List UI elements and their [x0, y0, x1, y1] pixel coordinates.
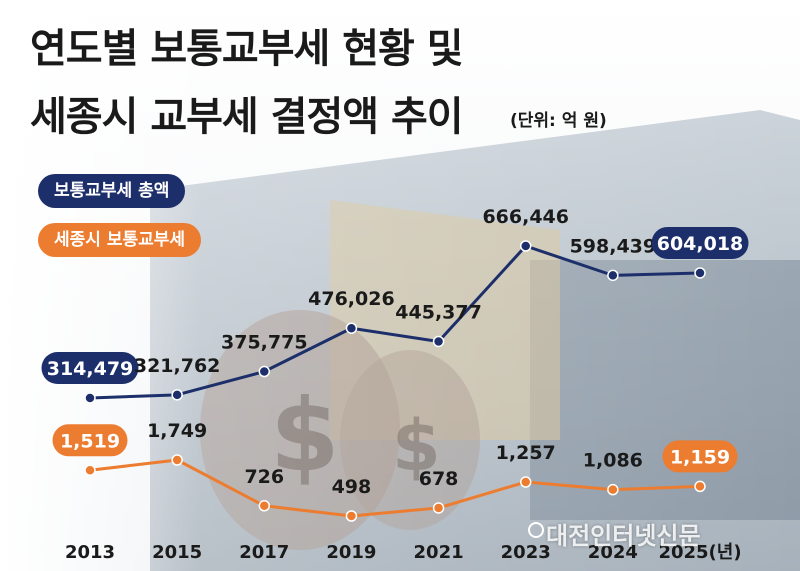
total-data-label: 375,775	[221, 332, 308, 354]
sejong-point	[84, 464, 96, 477]
sejong-point	[432, 502, 445, 514]
sejong-point	[171, 454, 183, 466]
total-highlight-badge	[41, 352, 139, 384]
title-line-2: 세종시 교부세 결정액 추이	[30, 94, 464, 140]
sejong-data-label: 1,159	[670, 446, 730, 468]
sejong-point	[258, 500, 271, 512]
sejong-data-label: 498	[332, 476, 372, 498]
total-point	[519, 240, 532, 252]
sejong-data-label: 1,086	[583, 450, 643, 472]
total-highlight-badge	[651, 226, 749, 259]
total-data-label: 604,018	[657, 233, 744, 255]
total-point	[607, 269, 619, 282]
x-tick-label: 2023	[501, 542, 551, 563]
total-point	[84, 392, 96, 404]
x-tick-label: 2025(년)	[658, 542, 741, 563]
sejong-series-line	[89, 458, 701, 518]
total-data-label: 666,446	[482, 206, 569, 228]
sejong-highlight-badge	[662, 440, 738, 473]
sejong-point	[345, 510, 358, 522]
total-point	[345, 322, 358, 334]
total-point	[694, 267, 706, 279]
total-data-label: 314,479	[47, 358, 134, 380]
x-tick-label: 2021	[414, 542, 464, 563]
x-tick-label: 2024	[588, 542, 638, 563]
legend-total: 보통교부세 총액	[38, 174, 186, 208]
sejong-data-label: 1,749	[147, 420, 207, 442]
logo-icon	[528, 522, 544, 538]
x-tick-label: 2013	[65, 542, 115, 563]
total-point	[171, 389, 183, 401]
sejong-highlight-badge	[52, 424, 128, 457]
total-data-label: 598,439	[570, 235, 657, 257]
x-tick-label: 2019	[326, 542, 376, 563]
total-point	[432, 335, 445, 348]
sejong-point	[519, 476, 532, 488]
x-tick-label: 2017	[239, 542, 289, 563]
sejong-data-label: 726	[244, 466, 284, 488]
total-series-line	[89, 244, 701, 400]
sejong-data-label: 678	[419, 468, 459, 490]
title-line-1: 연도별 보통교부세 현황 및	[30, 26, 464, 72]
total-data-label: 476,026	[308, 288, 395, 310]
sejong-point	[694, 480, 706, 493]
total-data-label: 321,762	[134, 355, 221, 377]
sejong-data-label: 1,519	[60, 430, 120, 452]
watermark-logo: 대전인터넷신문	[546, 522, 701, 550]
total-point	[258, 365, 271, 378]
sejong-data-label: 1,257	[496, 442, 556, 464]
total-data-label: 445,377	[395, 301, 482, 323]
legend-sejong: 세종시 보통교부세	[38, 223, 202, 257]
unit-note: (단위: 억 원)	[510, 111, 607, 131]
x-tick-label: 2015	[152, 542, 202, 563]
sejong-point	[607, 483, 619, 496]
